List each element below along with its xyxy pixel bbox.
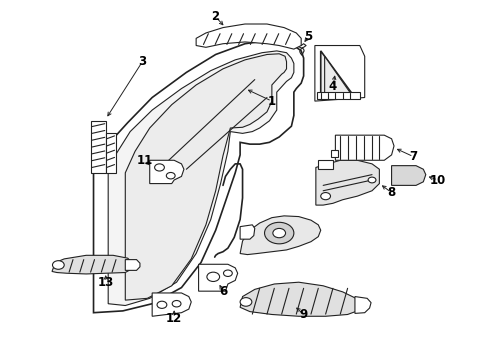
Text: 11: 11 — [137, 154, 153, 167]
Polygon shape — [196, 24, 301, 49]
Circle shape — [273, 228, 286, 238]
Polygon shape — [355, 297, 371, 314]
Polygon shape — [106, 134, 116, 173]
Polygon shape — [318, 92, 360, 99]
Text: 8: 8 — [388, 186, 396, 199]
Polygon shape — [331, 149, 338, 157]
Polygon shape — [152, 293, 191, 316]
Polygon shape — [321, 51, 355, 98]
Text: 12: 12 — [166, 311, 182, 325]
Text: 7: 7 — [410, 150, 417, 163]
Circle shape — [265, 222, 294, 244]
Polygon shape — [335, 135, 394, 160]
Polygon shape — [198, 264, 238, 291]
Polygon shape — [108, 51, 294, 306]
Text: 13: 13 — [98, 276, 114, 289]
Polygon shape — [52, 255, 133, 274]
Polygon shape — [94, 40, 304, 313]
Circle shape — [368, 177, 376, 183]
Circle shape — [207, 272, 220, 282]
Polygon shape — [240, 216, 321, 255]
Text: 3: 3 — [138, 55, 147, 68]
Polygon shape — [150, 160, 184, 184]
Circle shape — [155, 164, 164, 171]
Circle shape — [157, 301, 167, 309]
Text: 4: 4 — [329, 80, 337, 93]
Polygon shape — [240, 225, 255, 239]
Text: 6: 6 — [219, 285, 227, 298]
Polygon shape — [125, 54, 287, 300]
Polygon shape — [240, 282, 361, 316]
Polygon shape — [125, 260, 140, 270]
Circle shape — [240, 298, 252, 306]
Text: 10: 10 — [430, 174, 446, 186]
Text: 5: 5 — [304, 30, 313, 43]
Polygon shape — [318, 160, 333, 169]
Text: 9: 9 — [299, 308, 308, 321]
Circle shape — [321, 193, 331, 200]
Circle shape — [172, 301, 181, 307]
Text: 2: 2 — [212, 10, 220, 23]
Circle shape — [166, 172, 175, 179]
Polygon shape — [325, 56, 351, 94]
Circle shape — [223, 270, 232, 276]
Text: 1: 1 — [268, 95, 276, 108]
Polygon shape — [392, 166, 426, 185]
Polygon shape — [316, 160, 379, 205]
Circle shape — [52, 261, 64, 269]
Polygon shape — [91, 121, 106, 173]
